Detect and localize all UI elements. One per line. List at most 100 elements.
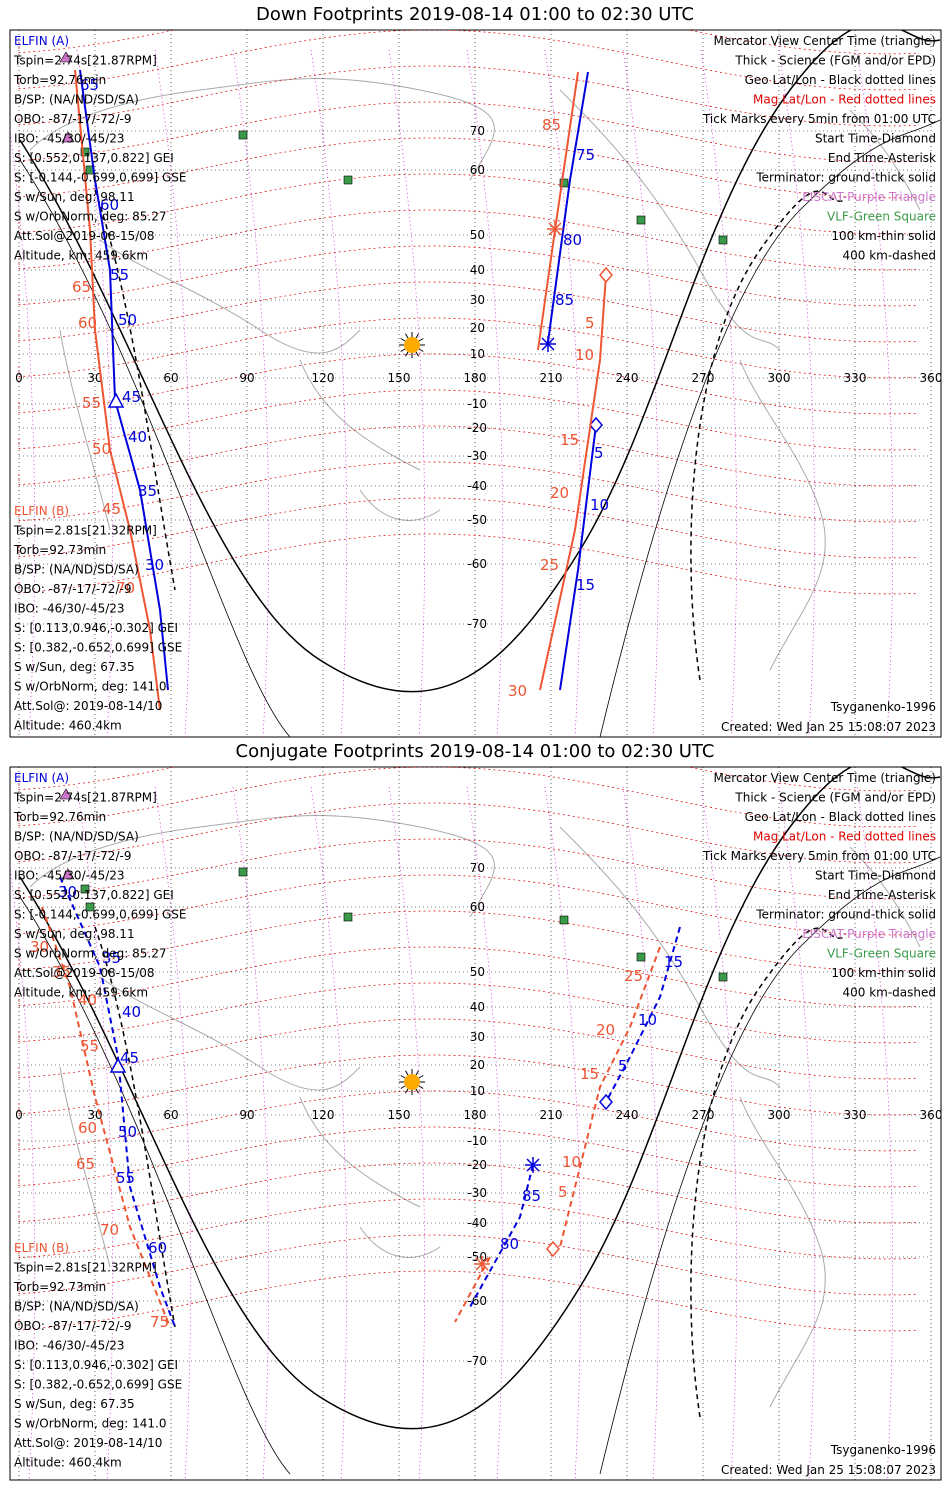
- lat-tick-label: -70: [467, 1354, 487, 1368]
- lat-tick-label: 20: [470, 321, 485, 335]
- elfin-b-tick-label: 30: [508, 682, 527, 700]
- lon-tick-label: 300: [768, 371, 791, 385]
- legend-item: Tick Marks every 5min from 01:00 UTC: [702, 112, 936, 126]
- lat-tick-label: -10: [467, 1134, 487, 1148]
- legend-item: Terminator: ground-thick solid: [755, 171, 936, 185]
- elfin-a-tick-label: 15: [576, 576, 595, 594]
- legend-item: End Time-Asterisk: [828, 151, 936, 165]
- legend-item: Start Time-Diamond: [815, 869, 936, 883]
- elfin-b-tick-label: 70: [100, 1221, 119, 1239]
- lat-tick-label: -50: [467, 513, 487, 527]
- mag-lon-grid: [10, 786, 894, 1480]
- map-frame: [9, 766, 942, 1481]
- lon-tick-label: 120: [312, 1108, 335, 1122]
- lon-tick-label: 90: [239, 1108, 254, 1122]
- vlf-station-icon: [559, 178, 569, 188]
- model-label: Tsyganenko-1996: [830, 1443, 936, 1457]
- elfin-b-conj-east-south: [454, 1256, 491, 1323]
- elfin-a-tick-label: 55: [116, 1169, 135, 1187]
- elfin-b-tick-label: 10: [562, 1153, 581, 1171]
- elfin-b-line: IBO: -46/30/-45/23: [14, 602, 125, 616]
- elfin-b-line: Att.Sol@: 2019-08-14/10: [14, 1436, 162, 1450]
- legend-item: VLF-Green Square: [827, 947, 936, 961]
- elfin-b-tick-label: 65: [76, 1155, 95, 1173]
- elfin-a-tick-label: 15: [664, 953, 683, 971]
- legend-item: End Time-Asterisk: [828, 888, 936, 902]
- elfin-a-tick-label: 60: [100, 196, 119, 214]
- lat-tick-label: -20: [467, 1158, 487, 1172]
- panel-conjugate: Conjugate Footprints 2019-08-14 01:00 to…: [9, 741, 943, 1481]
- elfin-b-tick-label: 5: [585, 314, 595, 332]
- elfin-a-tick-label: 10: [638, 1011, 657, 1029]
- lat-tick-label: -40: [467, 1216, 487, 1230]
- elfin-b-tick-label: 55: [82, 394, 101, 412]
- elfin-a-tick-label: 45: [122, 388, 141, 406]
- elfin-a-info: ELFIN (A) Tspin=2.74s[21.87RPM] Torb=92.76…: [13, 34, 187, 263]
- elfin-a-tick-label: 65: [80, 76, 99, 94]
- lon-tick-label: 270: [692, 1108, 715, 1122]
- lon-tick-label: 300: [768, 1108, 791, 1122]
- lat-tick-label: -20: [467, 421, 487, 435]
- elfin-a-tick-label: 5: [618, 1057, 628, 1075]
- legend-item: Mag Lat/Lon - Red dotted lines: [753, 93, 936, 107]
- mag-lat-grid: [18, 767, 920, 1332]
- elfin-b-line: OBO: -87/-17/-72/-9: [14, 582, 131, 596]
- legend-item: EISCAT-Purple Triangle: [802, 190, 936, 204]
- elfin-b-title: ELFIN (B): [14, 1241, 69, 1255]
- center-time-triangle-icon: [109, 1057, 127, 1073]
- legend-item: Tick Marks every 5min from 01:00 UTC: [702, 849, 936, 863]
- elfin-a-line: OBO: -87/-17/-72/-9: [14, 112, 131, 126]
- lon-tick-label: 30: [87, 371, 102, 385]
- elfin-b-tick-label: 30: [30, 938, 49, 956]
- elfin-b-tick-label: 15: [560, 431, 579, 449]
- lat-tick-label: -30: [467, 449, 487, 463]
- lon-tick-label: 210: [540, 1108, 563, 1122]
- elfin-a-tick-label: 35: [138, 482, 157, 500]
- lon-tick-label: 360: [920, 1108, 943, 1122]
- end-asterisk-icon: [547, 221, 563, 237]
- lat-tick-label: 50: [470, 228, 485, 242]
- lon-tick-label: 240: [616, 1108, 639, 1122]
- elfin-b-tick-label: 10: [575, 346, 594, 364]
- elfin-b-conj-east: [559, 946, 661, 1248]
- lat-tick-label: -30: [467, 1186, 487, 1200]
- lon-tick-label: 0: [15, 1108, 23, 1122]
- elfin-b-line: IBO: -46/30/-45/23: [14, 1339, 125, 1353]
- elfin-b-info: ELFIN (B) Tspin=2.81s[21.32RPM] Torb=92.73…: [13, 504, 182, 733]
- elfin-b-tick-label: 20: [550, 484, 569, 502]
- elfin-a-title: ELFIN (A): [14, 771, 69, 785]
- elfin-b-tick-label: 40: [78, 991, 97, 1009]
- vlf-station-icon: [80, 884, 90, 894]
- elfin-a-line: IBO: -45/30/-45/23: [14, 132, 125, 146]
- map-frame: [9, 29, 942, 738]
- end-asterisk-icon: [540, 336, 556, 352]
- elfin-a-tick-label: 80: [563, 231, 582, 249]
- elfin-b-tick-label: 15: [580, 1065, 599, 1083]
- legend-item: Thick - Science (FGM and/or EPD): [734, 54, 936, 68]
- legend-item: Mercator View Center Time (triangle): [714, 771, 936, 785]
- elfin-b-line: OBO: -87/-17/-72/-9: [14, 1319, 131, 1333]
- elfin-b-tick-label: 75: [150, 1313, 169, 1331]
- elfin-b-tick-label: 60: [78, 1119, 97, 1137]
- elfin-b-track-east-south: [539, 274, 607, 691]
- legend-item: Geo Lat/Lon - Black dotted lines: [745, 73, 936, 87]
- elfin-b-line: Tspin=2.81s[21.32RPM]: [13, 524, 157, 538]
- start-diamond-icon: [599, 1093, 613, 1111]
- elfin-b-tick-label: 45: [102, 500, 121, 518]
- legend: Mercator View Center Time (triangle) Thic…: [702, 771, 936, 1000]
- elfin-a-tick-label: 45: [120, 1049, 139, 1067]
- lat-tick-label: 10: [470, 347, 485, 361]
- eiscat-triangle-icon: [61, 131, 75, 143]
- vlf-station-icon: [559, 915, 569, 925]
- elfin-a-line: Att.Sol@2019-08-15/08: [14, 229, 155, 243]
- lon-tick-label: 240: [616, 371, 639, 385]
- lat-tick-label: 20: [470, 1058, 485, 1072]
- elfin-a-track-east-south: [559, 424, 597, 691]
- elfin-a-tick-label: 80: [500, 1235, 519, 1253]
- elfin-a-tick-label: 35: [102, 949, 121, 967]
- elfin-a-tick-label: 40: [122, 1003, 141, 1021]
- lat-tick-label: -40: [467, 479, 487, 493]
- vlf-station-icon: [343, 175, 353, 185]
- elfin-b-line: S: [0.382,-0.652,0.699] GSE: [14, 1378, 182, 1392]
